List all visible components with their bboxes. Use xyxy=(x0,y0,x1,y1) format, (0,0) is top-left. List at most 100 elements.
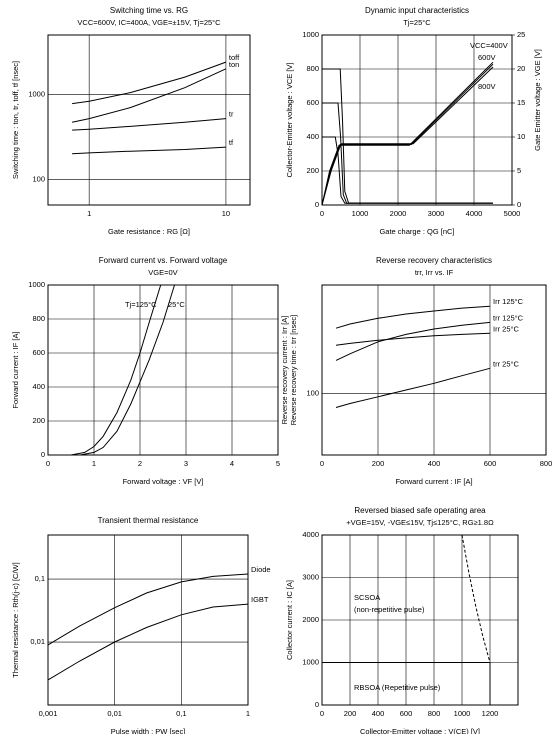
y2-tick-label: 25 xyxy=(517,30,525,39)
y-tick-label: 1000 xyxy=(302,30,319,39)
y-tick-label: 800 xyxy=(306,64,319,73)
series-line xyxy=(71,68,227,123)
y-tick-label: 400 xyxy=(32,382,45,391)
series-label: Tj=125°C xyxy=(125,300,157,309)
x-tick-label: 3 xyxy=(184,459,188,468)
x-tick-label: 5000 xyxy=(504,209,521,218)
series-label: ton xyxy=(229,60,239,69)
y-tick-label: 2000 xyxy=(302,615,319,624)
y-axis-label: Forward current : IF [A] xyxy=(11,331,20,408)
y-axis-label: Switching time : ton, tr, toff, tf [nsec… xyxy=(11,61,20,179)
y-tick-label: 0 xyxy=(315,700,319,709)
x-tick-label: 0 xyxy=(320,459,324,468)
series-line xyxy=(335,367,491,408)
x-axis-label: Collector-Emitter voltage : V(CE) [V] xyxy=(360,727,480,734)
chart-title: Switching time vs. RG xyxy=(110,6,188,15)
y-tick-label: 400 xyxy=(306,132,319,141)
series-label: Irr 25°C xyxy=(493,324,520,333)
series-label: tf xyxy=(229,138,234,147)
annotation: RBSOA (Repetitive pulse) xyxy=(354,683,441,692)
x-tick-label: 200 xyxy=(344,709,357,718)
x-tick-label: 0,001 xyxy=(39,709,58,718)
x-tick-label: 200 xyxy=(372,459,385,468)
series-label: 800V xyxy=(478,82,496,91)
x-tick-label: 1000 xyxy=(352,209,369,218)
chart-title: Reverse recovery characteristics xyxy=(376,256,492,265)
x-tick-label: 1000 xyxy=(454,709,471,718)
y2-tick-label: 10 xyxy=(517,132,525,141)
x-tick-label: 400 xyxy=(372,709,385,718)
y-tick-label: 800 xyxy=(32,314,45,323)
x-tick-label: 1 xyxy=(246,709,250,718)
series-label: toff xyxy=(229,53,240,62)
chart-title: Reversed biased safe operating area xyxy=(354,506,486,515)
x-tick-label: 600 xyxy=(400,709,413,718)
y2-tick-label: 20 xyxy=(517,64,525,73)
y-axis-label: Thermal resistance : Rth(j-c) [C/W] xyxy=(11,562,20,677)
x-tick-label: 0,01 xyxy=(107,709,122,718)
series-line xyxy=(72,146,226,155)
x-tick-label: 2000 xyxy=(390,209,407,218)
series-line xyxy=(322,68,493,204)
series-line xyxy=(321,61,494,206)
y-tick-label: 200 xyxy=(306,166,319,175)
x-axis-label: Forward voltage : VF [V] xyxy=(123,477,204,486)
series-line xyxy=(47,603,249,681)
x-tick-label: 0 xyxy=(320,709,324,718)
x-tick-label: 4 xyxy=(230,459,234,468)
x-tick-label: 1 xyxy=(92,459,96,468)
x-tick-label: 0 xyxy=(320,209,324,218)
x-tick-label: 400 xyxy=(428,459,441,468)
x-tick-label: 4000 xyxy=(466,209,483,218)
series-label: trr 125°C xyxy=(493,313,524,322)
y-tick-label: 0 xyxy=(41,450,45,459)
series-line xyxy=(322,662,491,705)
x-axis-label: Pulse width : PW [sec] xyxy=(111,727,186,734)
y-axis-label: Reverse recovery time : trr [nsec] xyxy=(289,315,298,425)
x-tick-label: 5 xyxy=(276,459,280,468)
y-axis-label: Collector-Emitter voltage : VCE [V] xyxy=(285,62,294,177)
series-line xyxy=(335,305,491,329)
chart-subtitle: Tj=25°C xyxy=(403,18,431,27)
series-line xyxy=(322,102,493,204)
series-line xyxy=(461,534,491,663)
series-line xyxy=(335,321,491,361)
y-axis-label: Reverse recovery current : Irr [A] xyxy=(280,316,289,425)
series-label: 600V xyxy=(478,53,496,62)
y2-tick-label: 15 xyxy=(517,98,525,107)
y-tick-label: 4000 xyxy=(302,530,319,539)
chart-subtitle: +VGE=15V, -VGE≤15V, Tj≤125°C, RG≥1.8Ω xyxy=(346,518,494,527)
annotation: SCSOA xyxy=(354,593,380,602)
series-label: Irr 125°C xyxy=(493,297,524,306)
y2-tick-label: 5 xyxy=(517,166,521,175)
plot-frame xyxy=(47,34,251,206)
chart-title: Forward current vs. Forward voltage xyxy=(99,256,228,265)
x-tick-label: 2 xyxy=(138,459,142,468)
x-tick-label: 3000 xyxy=(428,209,445,218)
y-tick-label: 1000 xyxy=(28,89,45,98)
chart-subtitle: VCC=600V, IC=400A, VGE=±15V, Tj=25°C xyxy=(77,18,221,27)
x-tick-label: 0 xyxy=(46,459,50,468)
x-tick-label: 10 xyxy=(222,209,230,218)
y-tick-label: 3000 xyxy=(302,572,319,581)
series-line xyxy=(72,118,226,131)
x-tick-label: 800 xyxy=(428,709,441,718)
y-tick-label: 1000 xyxy=(302,657,319,666)
series-label: VCC=400V xyxy=(470,41,508,50)
y-tick-label: 600 xyxy=(32,348,45,357)
annotation: (non-repetitive pulse) xyxy=(354,605,425,614)
chart-subtitle: trr, Irr vs. IF xyxy=(415,268,454,277)
x-axis-label: Gate charge : QG [nC] xyxy=(379,227,454,236)
series-label: trr 25°C xyxy=(493,359,520,368)
series-line xyxy=(72,61,227,105)
chart-title: Transient thermal resistance xyxy=(98,516,199,525)
series-line xyxy=(321,63,494,206)
series-line xyxy=(335,332,491,346)
y-tick-label: 1000 xyxy=(28,280,45,289)
y-tick-label: 0,1 xyxy=(35,574,45,583)
x-tick-label: 1200 xyxy=(482,709,499,718)
series-label: IGBT xyxy=(251,595,269,604)
series-label: 25°C xyxy=(168,300,185,309)
plot-frame xyxy=(47,534,249,706)
